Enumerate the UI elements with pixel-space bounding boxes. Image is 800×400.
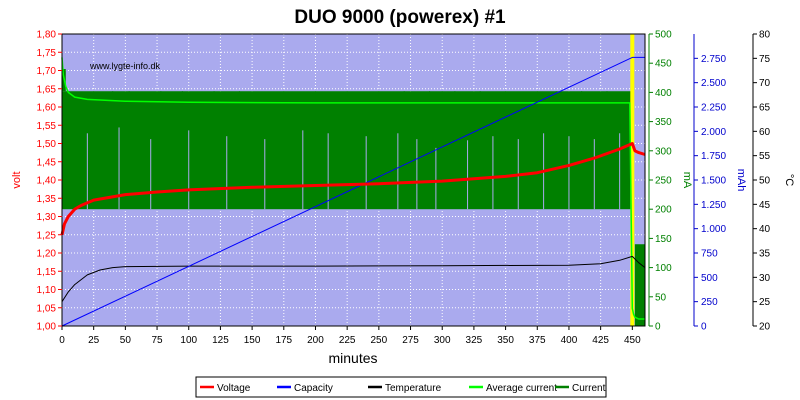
volt-tick-label: 1,10 [37, 285, 57, 296]
x-tick-label: 200 [307, 335, 324, 346]
legend-label: Current [572, 383, 606, 394]
mAh-tick-label: 2.000 [701, 127, 726, 138]
temp-tick-label: 50 [759, 176, 771, 187]
mA-tick-label: 400 [655, 88, 672, 99]
volt-tick-label: 1,30 [37, 212, 57, 223]
temp-tick-label: 60 [759, 127, 771, 138]
x-tick-label: 300 [434, 335, 451, 346]
mA-tick-label: 300 [655, 146, 672, 157]
end-marker [630, 34, 635, 326]
temp-tick-label: 30 [759, 273, 771, 284]
mA-tick-label: 0 [655, 322, 661, 333]
mA-tick-label: 100 [655, 263, 672, 274]
x-tick-label: 250 [371, 335, 388, 346]
volt-tick-label: 1,55 [37, 121, 57, 132]
volt-tick-label: 1,70 [37, 66, 57, 77]
mAh-tick-label: 250 [701, 297, 718, 308]
volt-tick-label: 1,00 [37, 322, 57, 333]
mA-axis-ticks: 0 50 100 150 200 250 300 350 400 450 500 [648, 30, 672, 333]
mA-tick-label: 500 [655, 30, 672, 41]
x-axis-label: minutes [328, 350, 377, 366]
mA-axis-label: mA [681, 172, 693, 189]
volt-tick-label: 1,20 [37, 249, 57, 260]
mAh-axis-label: mAh [735, 169, 747, 192]
volt-tick-label: 1,50 [37, 139, 57, 150]
legend-label: Capacity [294, 383, 333, 394]
temp-tick-label: 65 [759, 103, 771, 114]
mAh-axis-ticks: 0 250 500 750 1.000 1.250 1.500 1.750 2.000 2.250… [693, 34, 726, 333]
x-tick-label: 425 [592, 335, 609, 346]
legend-label: Voltage [217, 383, 251, 394]
mAh-tick-label: 1.500 [701, 176, 726, 187]
mA-tick-label: 350 [655, 117, 672, 128]
x-tick-label: 75 [151, 335, 163, 346]
mA-tick-label: 150 [655, 234, 672, 245]
x-tick-label: 50 [120, 335, 132, 346]
temp-tick-label: 75 [759, 54, 771, 65]
temp-tick-label: 45 [759, 200, 771, 211]
chart-title: DUO 9000 (powerex) #1 [294, 7, 506, 28]
volt-tick-label: 1,80 [37, 30, 57, 41]
legend-box [195, 376, 607, 398]
x-tick-label: 150 [244, 335, 261, 346]
average-current-line [61, 57, 645, 320]
temp-tick-label: 55 [759, 151, 771, 162]
mAh-tick-label: 2.250 [701, 103, 726, 114]
x-tick-label: 375 [529, 335, 546, 346]
legend-label: Average current [486, 383, 557, 394]
watermark: www.lygte-info.dk [89, 61, 161, 71]
volt-tick-label: 1,25 [37, 230, 57, 241]
mAh-tick-label: 0 [701, 322, 707, 333]
temp-tick-label: 80 [759, 30, 771, 41]
x-tick-label: 400 [561, 335, 578, 346]
volt-tick-label: 1,60 [37, 103, 57, 114]
temp-tick-label: 25 [759, 297, 771, 308]
mAh-tick-label: 1.750 [701, 151, 726, 162]
mAh-tick-label: 1.000 [701, 224, 726, 235]
mAh-tick-label: 2.750 [701, 54, 726, 65]
legend-label: Temperature [385, 383, 442, 394]
x-tick-label: 275 [402, 335, 419, 346]
temp-tick-label: 20 [759, 322, 771, 333]
volt-tick-label: 1,65 [37, 84, 57, 95]
x-tick-label: 350 [497, 335, 514, 346]
temperature-line [61, 255, 646, 302]
x-tick-label: 225 [339, 335, 356, 346]
x-tick-label: 450 [624, 335, 641, 346]
volt-tick-label: 1,40 [37, 176, 57, 187]
x-tick-label: 325 [466, 335, 483, 346]
mAh-tick-label: 500 [701, 273, 718, 284]
x-tick-label: 25 [88, 335, 100, 346]
volt-axis-ticks: 1,00 1,05 1,10 1,15 1,20 1,25 1,30 1,35 1,40 1,45… [37, 30, 62, 333]
temp-axis-label: °C [783, 174, 795, 186]
mA-tick-label: 50 [655, 292, 667, 303]
mAh-tick-label: 750 [701, 249, 718, 260]
mA-tick-label: 450 [655, 59, 672, 70]
volt-tick-label: 1,05 [37, 303, 57, 314]
mAh-tick-label: 1.250 [701, 200, 726, 211]
volt-axis-label: volt [11, 171, 23, 188]
temp-tick-label: 40 [759, 224, 771, 235]
volt-tick-label: 1,45 [37, 157, 57, 168]
current-tail [634, 244, 645, 326]
mA-tick-label: 250 [655, 176, 672, 187]
x-axis-ticks: 0 25 50 75 100 125 150 175 200 225 250 275 300 325 350… [59, 326, 641, 346]
mAh-tick-label: 2.500 [701, 78, 726, 89]
temp-tick-label: 35 [759, 249, 771, 260]
x-tick-label: 0 [59, 335, 65, 346]
voltage-line [60, 142, 646, 236]
x-tick-label: 100 [180, 335, 197, 346]
line-series [60, 56, 646, 327]
temp-axis-ticks: 20 25 30 35 40 45 50 55 60 65 70 75 80 [752, 30, 771, 333]
volt-tick-label: 1,75 [37, 48, 57, 59]
legend: Voltage Capacity Temperature Average curren… [200, 383, 606, 394]
capacity-line [61, 56, 645, 327]
x-tick-label: 175 [275, 335, 292, 346]
mA-tick-label: 200 [655, 205, 672, 216]
x-tick-label: 125 [212, 335, 229, 346]
temp-tick-label: 70 [759, 78, 771, 89]
volt-tick-label: 1,15 [37, 267, 57, 278]
volt-tick-label: 1,35 [37, 194, 57, 205]
